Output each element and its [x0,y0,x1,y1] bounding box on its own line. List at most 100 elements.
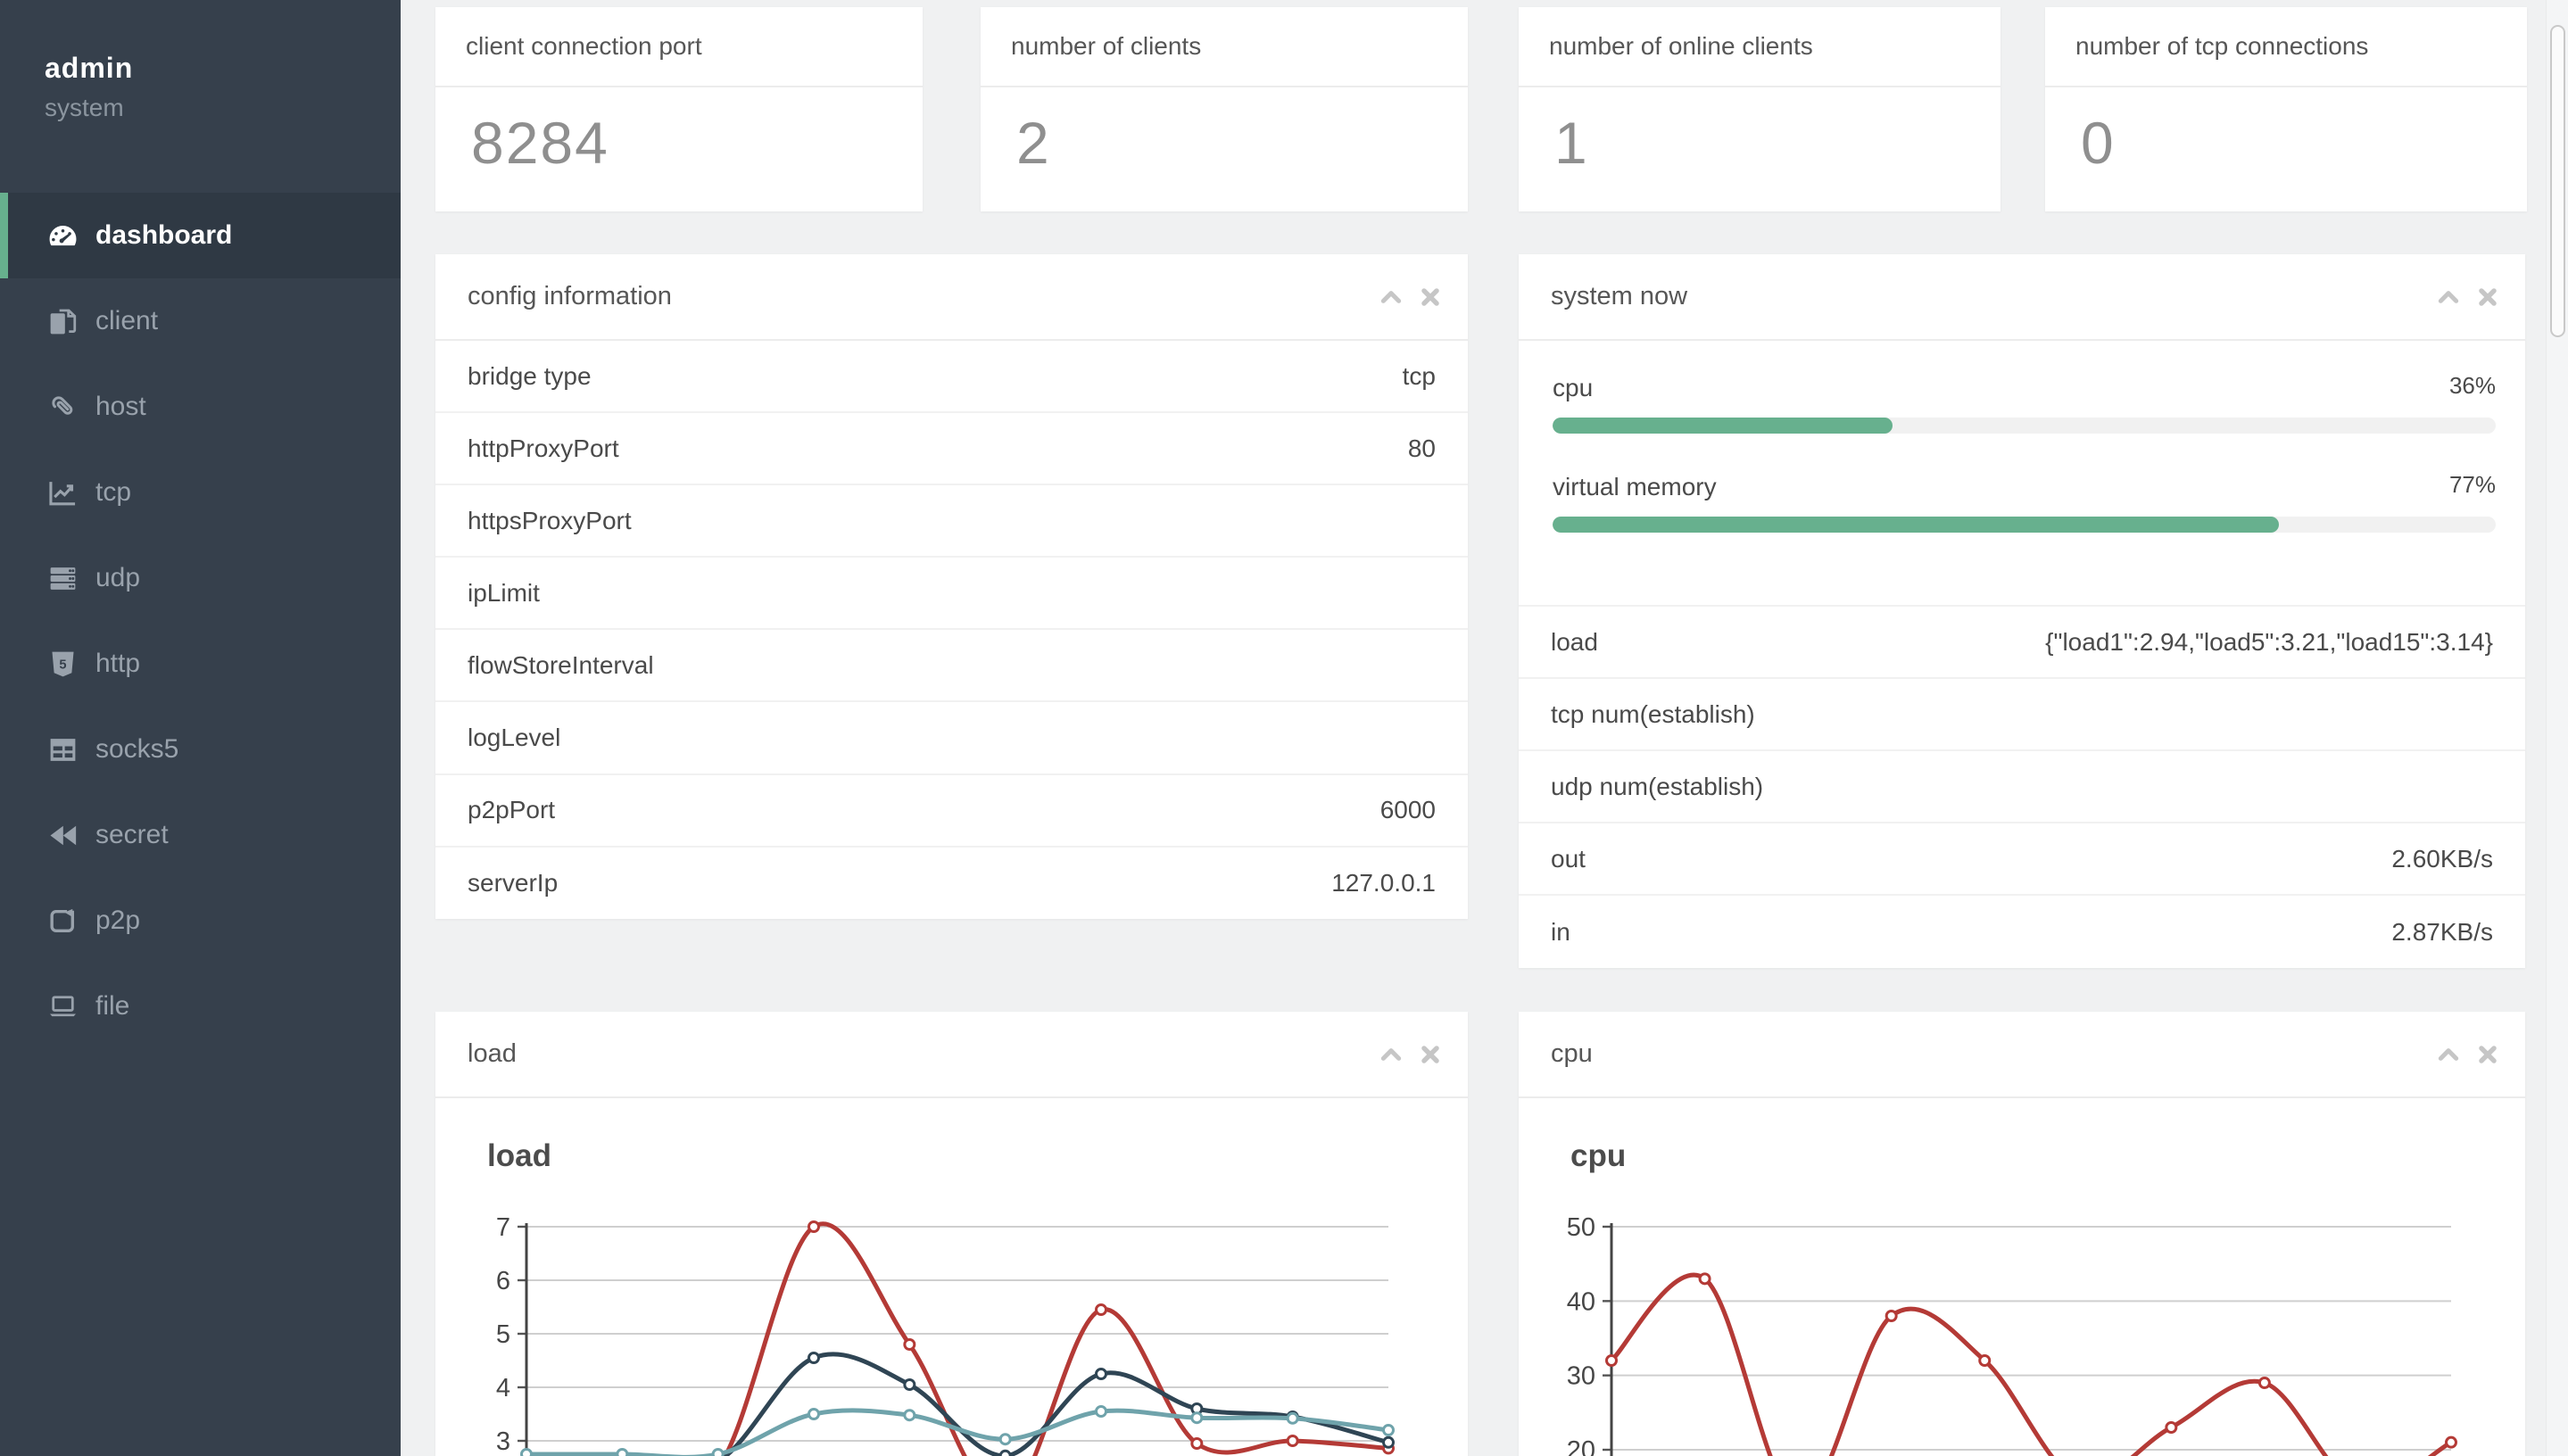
chart-title: cpu [1570,1138,1626,1173]
config-row: httpProxyPort 80 [435,413,1468,486]
progress-bar-track [1553,418,2496,434]
close-panel-icon[interactable] [2476,285,2499,309]
system-row-value: 2.87KB/s [2391,917,2493,946]
sidebar-item-label: client [95,306,159,335]
config-row: serverIp 127.0.0.1 [435,848,1468,920]
system-row-label: in [1551,917,1570,946]
sidebar-item-dashboard[interactable]: dashboard [0,193,401,278]
system-panel-header: system now [1519,254,2525,341]
gauge-label: cpu [1553,374,1594,401]
chart-title: load [487,1138,551,1173]
stat-card-value: 8284 [471,110,609,176]
cpu-panel-header: cpu [1519,1012,2525,1098]
flag-box-icon [46,905,79,938]
system-gauges: cpu 36% virtual memory 77% [1519,341,2525,607]
collapse-panel-icon[interactable] [2437,285,2460,309]
sidebar-item-label: secret [95,820,169,849]
y-axis-label: 40 [1567,1287,1595,1316]
sidebar-item-udp[interactable]: udp [0,535,401,621]
stat-card-value: 0 [2081,110,2116,176]
tachometer-icon [46,219,79,252]
data-point-load1 [903,1338,916,1351]
close-panel-icon[interactable] [2476,1043,2499,1066]
gauge-percent: 77% [2448,471,2496,498]
server-icon [46,562,79,595]
sidebar-item-secret[interactable]: secret [0,792,401,878]
data-point-load5 [1095,1368,1107,1380]
close-panel-icon[interactable] [1419,1043,1442,1066]
stat-card: number of tcp connections 0 [2045,7,2527,211]
data-point-load15 [1286,1411,1299,1425]
sidebar-item-http[interactable]: 5 http [0,621,401,707]
collapse-panel-icon[interactable] [1379,285,1403,309]
y-axis-label: 5 [496,1320,510,1349]
data-point-load15 [1095,1405,1107,1418]
system-row: out 2.60KB/s [1519,823,2525,896]
system-row-value: 2.60KB/s [2391,844,2493,873]
scrollbar-thumb[interactable] [2550,25,2565,337]
progress-bar-fill [1553,517,2279,533]
sidebar-item-client[interactable]: client [0,278,401,364]
close-panel-icon[interactable] [1419,285,1442,309]
config-panel-title: config information [468,282,672,310]
stat-card-title: number of clients [981,7,1468,87]
y-axis-label: 4 [496,1374,510,1402]
data-point-cpu [1698,1272,1711,1286]
system-row: load {"load1":2.94,"load5":3.21,"load15":… [1519,607,2525,679]
data-point-load15 [998,1433,1012,1446]
y-axis-label: 20 [1567,1436,1595,1456]
cpu-line-chart: cpu 20 30 40 50 [1567,1138,2457,1456]
stat-card-title: number of tcp connections [2045,7,2527,87]
system-rows: load {"load1":2.94,"load5":3.21,"load15":… [1519,607,2525,968]
data-point-load1 [808,1220,820,1233]
data-point-load15 [711,1448,725,1456]
sidebar-item-p2p[interactable]: p2p [0,878,401,964]
config-row-label: logLevel [468,724,561,752]
config-row-label: httpProxyPort [468,434,619,462]
system-row-value: {"load1":2.94,"load5":3.21,"load15":3.14… [2045,627,2493,656]
config-row-value: 127.0.0.1 [1331,869,1436,898]
backward-icon [46,819,79,852]
sidebar-item-host[interactable]: host [0,364,401,450]
svg-text:5: 5 [59,658,66,672]
data-point-load15 [808,1408,820,1420]
config-row: bridge type tcp [435,341,1468,414]
data-point-load1 [1190,1437,1204,1450]
data-point-cpu [2257,1377,2271,1389]
config-row: logLevel [435,702,1468,775]
sidebar-item-file[interactable]: file [0,964,401,1049]
load-panel-title: load [468,1039,517,1068]
config-row-value: tcp [1402,361,1436,390]
data-point-load15 [903,1409,916,1422]
sidebar-item-label: udp [95,563,141,592]
collapse-panel-icon[interactable] [1379,1043,1403,1066]
series-line-load15 [526,1408,1389,1456]
config-panel-header: config information [435,254,1468,341]
system-row: tcp num(establish) [1519,679,2525,751]
config-row-label: bridge type [468,361,592,390]
config-row: ipLimit [435,558,1468,631]
collapse-panel-icon[interactable] [2437,1043,2460,1066]
sidebar-item-label: dashboard [95,220,233,250]
config-row: httpsProxyPort [435,485,1468,558]
sidebar-item-socks5[interactable]: socks5 [0,707,401,792]
system-row-label: udp num(establish) [1551,772,1764,800]
config-row-value: 6000 [1379,796,1436,824]
data-point-load15 [616,1448,629,1456]
data-point-load5 [808,1352,820,1364]
sidebar-item-label: p2p [95,906,141,935]
data-point-load5 [1382,1435,1395,1449]
sidebar-item-label: http [95,649,141,678]
data-point-load5 [903,1378,916,1391]
gauge-label: virtual memory [1553,473,1717,500]
config-information-panel: config information bridge type tcp httpPro… [435,254,1468,919]
sidebar-item-tcp[interactable]: tcp [0,450,401,535]
system-row-label: out [1551,844,1586,873]
system-row-label: tcp num(establish) [1551,699,1755,728]
series-line-load1 [722,1221,1389,1456]
system-panel-title: system now [1551,282,1688,310]
html5-icon: 5 [46,648,79,681]
stat-card: client connection port 8284 [435,7,923,211]
data-point-cpu [1885,1310,1898,1322]
